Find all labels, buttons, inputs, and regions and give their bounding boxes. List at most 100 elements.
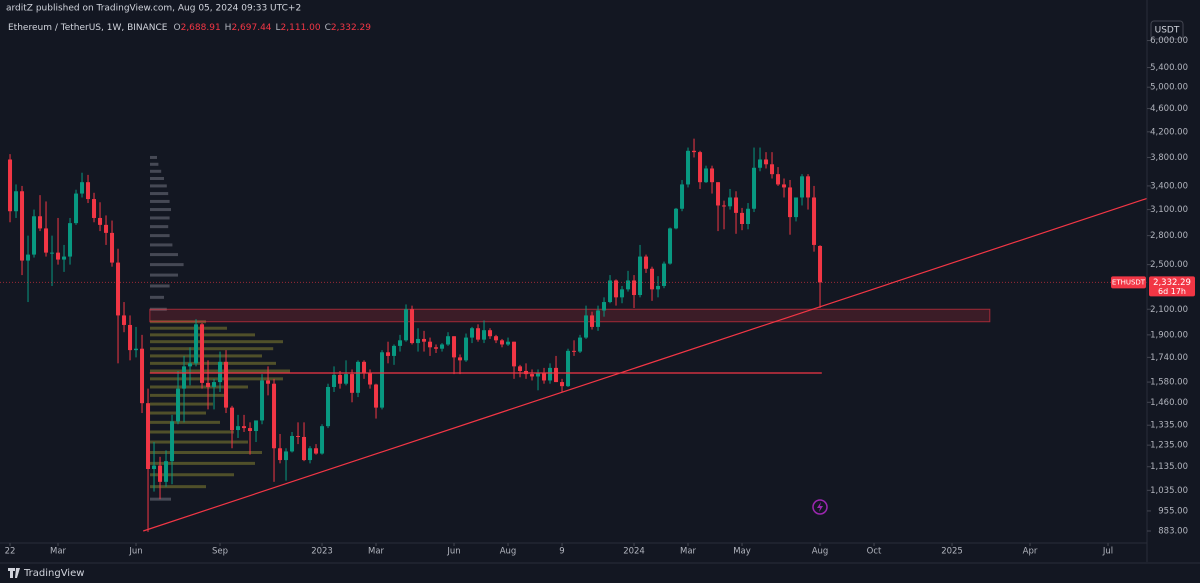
candle-body xyxy=(296,435,301,437)
volume-profile-row xyxy=(150,473,234,477)
countdown-label: 6d 17h xyxy=(1158,287,1186,296)
candle-body xyxy=(596,310,601,327)
candle-body xyxy=(542,372,547,381)
candle-body xyxy=(356,361,361,393)
candle-body xyxy=(410,309,415,344)
volume-profile-row xyxy=(150,295,164,299)
candle-body xyxy=(590,315,595,327)
x-tick-label: 9 xyxy=(559,547,564,557)
candle-body xyxy=(134,348,139,351)
volume-profile-row xyxy=(150,225,169,229)
candle-body xyxy=(614,280,619,298)
x-tick-label: Aug xyxy=(500,547,517,557)
candle-body xyxy=(434,347,439,349)
candle-body xyxy=(758,159,763,168)
candle-body xyxy=(698,152,703,183)
candle-body xyxy=(116,262,121,316)
candle-body xyxy=(56,252,61,260)
candle-body xyxy=(98,217,103,225)
y-tick-label: 1,740.00 xyxy=(1150,353,1188,363)
candle-body xyxy=(140,348,145,404)
brand-logo xyxy=(8,568,20,578)
y-tick-label: 3,800.00 xyxy=(1150,153,1188,163)
supply-zone xyxy=(149,308,991,323)
volume-profile-row xyxy=(150,402,213,406)
candle-body xyxy=(362,361,367,373)
candle-body xyxy=(662,263,667,286)
candle-body xyxy=(560,382,565,387)
x-tick-label: 22 xyxy=(5,547,16,557)
candle-body xyxy=(584,315,589,338)
candle-body xyxy=(416,338,421,344)
candle-body xyxy=(452,336,457,358)
candle-body xyxy=(332,374,337,387)
y-tick-label: 2,800.00 xyxy=(1150,231,1188,241)
volume-profile-row xyxy=(150,177,164,181)
candle-body xyxy=(722,205,727,207)
candle-body xyxy=(32,216,37,255)
y-tick-label: 5,000.00 xyxy=(1150,83,1188,93)
candle-body xyxy=(746,208,751,225)
x-tick-label: Sep xyxy=(212,547,228,557)
volume-profile-row xyxy=(150,208,171,212)
candle-body xyxy=(686,150,691,185)
ohlc-key: H xyxy=(225,23,232,33)
volume-profile-row xyxy=(150,377,283,381)
candle-body xyxy=(578,337,583,352)
candle-body xyxy=(422,338,427,342)
candle-body xyxy=(680,184,685,209)
candle-body xyxy=(8,159,13,212)
candle-body xyxy=(194,324,199,364)
volume-profile-row xyxy=(150,216,170,220)
candle-body xyxy=(458,357,463,361)
currency-label[interactable]: USDT xyxy=(1155,26,1180,36)
candle-body xyxy=(602,302,607,311)
candle-body xyxy=(536,372,541,377)
candle-body xyxy=(182,366,187,389)
candle-body xyxy=(254,420,259,432)
x-tick-label: 2025 xyxy=(941,547,963,557)
x-tick-label: Mar xyxy=(680,547,697,557)
price-tag-label: 2,332.29 xyxy=(1153,278,1191,288)
candle-body xyxy=(656,285,661,290)
candle-body xyxy=(626,280,631,290)
y-tick-label: 1,235.00 xyxy=(1150,441,1188,451)
ohlc-value: 2,332.29 xyxy=(331,23,371,33)
candle-body xyxy=(392,345,397,356)
ohlc-key: L xyxy=(276,23,281,33)
x-tick-label: Jun xyxy=(446,547,460,557)
x-tick-label: Mar xyxy=(50,547,67,557)
event-icon[interactable] xyxy=(812,499,828,515)
y-tick-label: 3,400.00 xyxy=(1150,181,1188,191)
candle-body xyxy=(548,367,553,381)
volume-profile-row xyxy=(150,243,173,247)
y-tick-label: 883.00 xyxy=(1158,527,1188,537)
volume-profile-row xyxy=(150,393,227,397)
volume-profile-row xyxy=(150,385,248,389)
candle-body xyxy=(554,367,559,383)
volume-profile-row xyxy=(150,162,159,166)
candle-body xyxy=(566,350,571,387)
candle-body xyxy=(344,374,349,384)
candle-body xyxy=(494,336,499,341)
candle-body xyxy=(632,280,637,296)
candle-body xyxy=(668,228,673,264)
x-tick-label: Jul xyxy=(1102,547,1113,557)
candle-body xyxy=(482,330,487,340)
candle-body xyxy=(176,388,181,422)
volume-profile-row xyxy=(150,234,170,238)
candle-body xyxy=(146,403,151,470)
candle-body xyxy=(386,352,391,356)
volume-profile-row xyxy=(150,440,248,444)
candle-body xyxy=(740,212,745,225)
candle-body xyxy=(674,208,679,229)
plot-area xyxy=(0,138,1149,532)
x-tick-label: 2024 xyxy=(623,547,645,557)
candle-body xyxy=(104,224,109,233)
candle-body xyxy=(44,228,49,253)
volume-profile-row xyxy=(150,169,162,173)
currency-button[interactable] xyxy=(1150,20,1184,40)
candle-body xyxy=(260,380,265,421)
volume-profile-row xyxy=(150,326,227,330)
